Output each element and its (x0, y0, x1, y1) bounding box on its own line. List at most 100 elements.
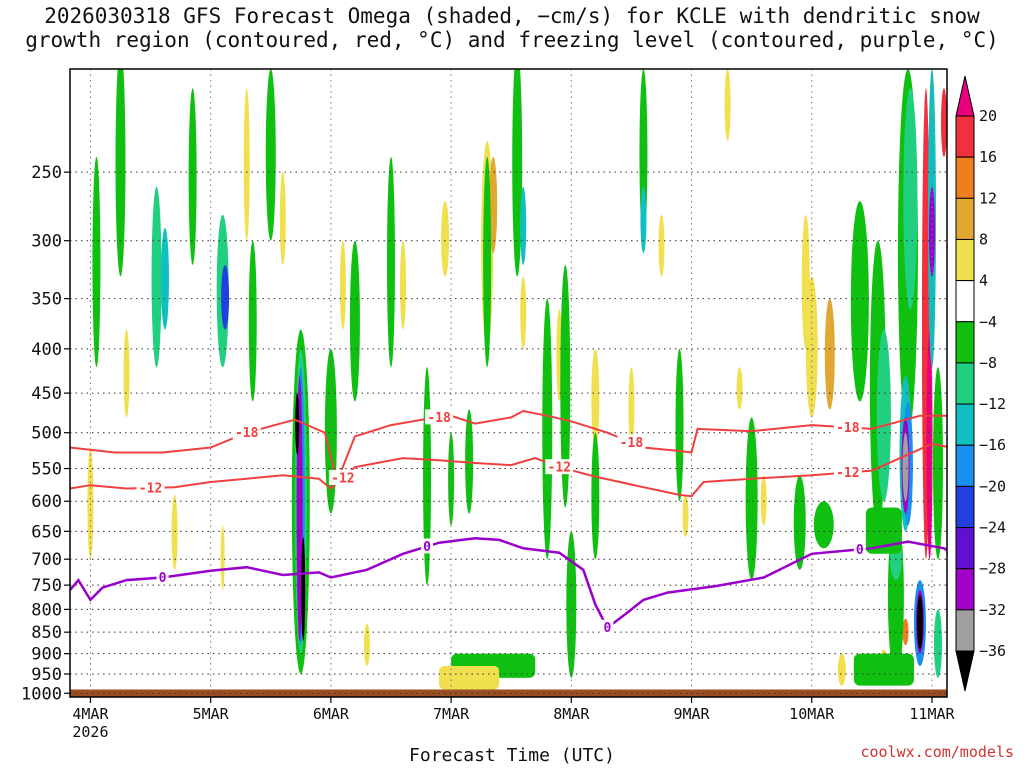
omega-cell (805, 276, 818, 418)
colorbar-band (955, 568, 975, 611)
grid-lines (70, 69, 947, 697)
omega-cell (853, 653, 914, 686)
omega-shading (87, 69, 947, 690)
title-line-1: 2026030318 GFS Forecast Omega (shaded, −… (44, 4, 980, 28)
contour-label-bg (156, 569, 169, 585)
omega-cell (850, 201, 869, 402)
omega-cell (188, 88, 197, 265)
contour-label: -18 (620, 436, 644, 451)
omega-cell (745, 417, 758, 581)
omega-cell (489, 156, 498, 254)
omega-cell (902, 432, 909, 502)
omega-cell (160, 227, 169, 330)
omega-cell (542, 298, 553, 560)
contour-label: -12 (139, 481, 162, 496)
contour-label-bg (232, 424, 261, 440)
omega-cell (512, 69, 523, 277)
contour-0 (70, 536, 947, 630)
colorbar-label: 4 (979, 272, 988, 290)
plot-frame (69, 68, 948, 698)
colorbar-band (955, 156, 975, 199)
omega-cell (520, 186, 527, 265)
y-tick-label: 750 (31, 576, 62, 596)
contour-label: -12 (331, 471, 354, 486)
omega-cell (349, 240, 360, 402)
contour-label-bg (328, 469, 357, 485)
colorbar-label: −12 (979, 395, 1006, 413)
omega-cell (363, 623, 370, 666)
omega-cell (675, 348, 684, 502)
x-tick-label: 4MAR (72, 705, 109, 723)
contour-label: -12 (548, 461, 571, 476)
contour-label: -12 (836, 466, 859, 481)
colorbar-label: −24 (979, 519, 1006, 537)
y-tick-label: 450 (31, 384, 62, 404)
omega-cell (171, 494, 178, 570)
colorbar-top-arrow (955, 75, 975, 117)
contour-label: 0 (423, 540, 431, 555)
ground-shading (70, 689, 947, 697)
y-tick-label: 500 (31, 424, 62, 444)
omega-cell (439, 665, 500, 690)
colorbar-label: 20 (979, 107, 997, 125)
omega-cell (87, 447, 94, 560)
credit-text: coolwx.com/models (860, 743, 1014, 761)
ground-band (70, 689, 947, 697)
colorbar-band (955, 115, 975, 158)
colorbar-band (955, 321, 975, 364)
y-tick-label: 850 (31, 623, 62, 643)
x-tick-sublabel: 2026 (72, 723, 108, 741)
contour-label: -18 (427, 411, 451, 426)
omega-cell (640, 186, 647, 254)
contour-label-bg (421, 538, 434, 554)
omega-cell (520, 276, 527, 349)
y-tick-label: 900 (31, 645, 62, 665)
contour--18 (70, 409, 947, 486)
colorbar-band (955, 197, 975, 240)
colorbar-band (955, 238, 975, 282)
omega-cell (123, 329, 130, 418)
y-tick-label: 950 (31, 665, 62, 685)
omega-cell (465, 409, 474, 514)
y-tick-label: 800 (31, 600, 62, 620)
omega-cell (933, 609, 942, 678)
x-tick-label: 9MAR (673, 705, 710, 723)
omega-cell (279, 172, 286, 265)
contour-label-bg (833, 464, 862, 480)
colorbar-label: −20 (979, 477, 1006, 495)
omega-cell (151, 186, 162, 368)
omega-cell (876, 329, 891, 502)
y-tick-label: 1000 (21, 684, 62, 704)
contour-label-bg (853, 541, 866, 557)
omega-cell (793, 475, 806, 570)
colorbar-band (955, 609, 975, 652)
colorbar-label: −4 (979, 313, 997, 331)
contour-label: 0 (159, 571, 167, 586)
omega-cell (724, 69, 731, 141)
contour-label-bg (425, 409, 454, 425)
contour-label: -18 (836, 421, 860, 436)
y-tick-label: 400 (31, 340, 62, 360)
colorbar-band (955, 485, 975, 529)
contour-lines: -18 -18 -18 -18 -12 -12 -12 -12 0 0 0 0 (70, 409, 947, 636)
omega-cell (400, 240, 407, 330)
y-tick-label: 350 (31, 290, 62, 310)
omega-cell (566, 531, 577, 678)
contour-label-bg (136, 479, 165, 495)
omega-cell (386, 156, 395, 368)
omega-cell (682, 494, 689, 538)
omega-cell (628, 367, 635, 448)
omega-cell (243, 88, 250, 241)
colorbar-band (955, 444, 975, 487)
omega-cell (339, 240, 346, 330)
chart-title: 2026030318 GFS Forecast Omega (shaded, −… (0, 4, 1024, 52)
y-tick-label: 700 (31, 550, 62, 570)
colorbar: 20 16 12 8 4 −4 −8 −12 −16 −20 −24 −28 −32 −36 (955, 75, 1006, 692)
omega-cell (248, 240, 257, 402)
omega-cell (220, 525, 225, 591)
colorbar-label: −32 (979, 601, 1006, 619)
omega-cell (591, 348, 600, 448)
y-tick-label: 550 (31, 460, 62, 480)
